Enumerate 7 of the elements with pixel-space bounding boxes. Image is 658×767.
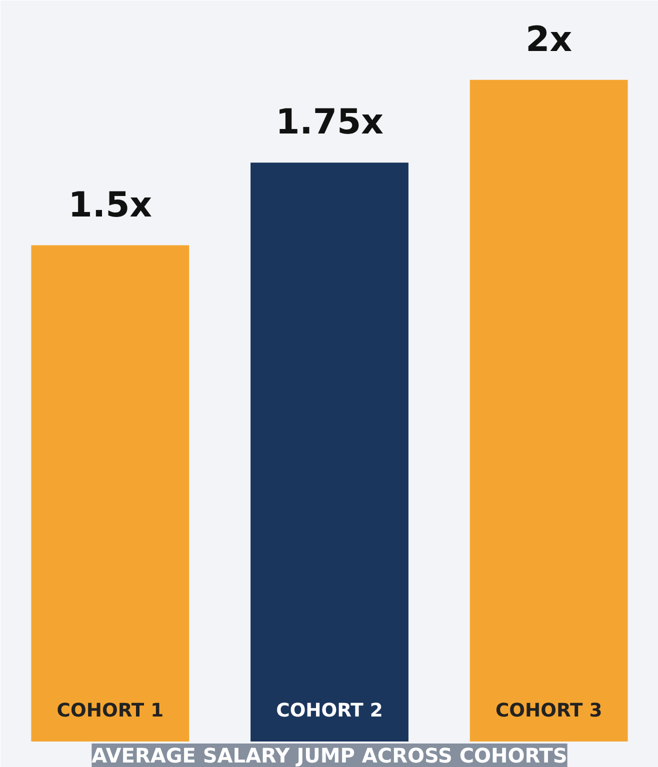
text: AVERAGE SALARY JUMP ACROSS COHORTS xyxy=(92,744,568,767)
data-label: 1.75x xyxy=(276,102,384,143)
x-tick-label: COHORT 2 xyxy=(276,700,383,722)
data-label: 2x xyxy=(526,20,572,60)
x-tick-label: COHORT 3 xyxy=(495,700,602,722)
data-label: 1.5x xyxy=(68,185,152,226)
x-tick-label: COHORT 1 xyxy=(56,700,164,722)
